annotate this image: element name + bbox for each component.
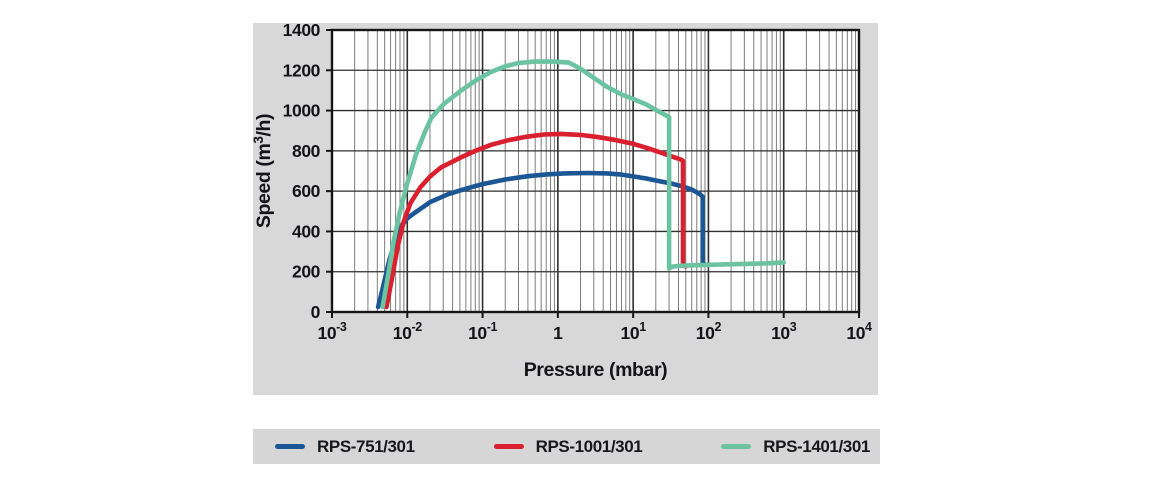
x-axis-title: Pressure (mbar): [524, 359, 668, 381]
x-tick-label: 102: [696, 320, 722, 343]
legend: RPS-751/301 RPS-1001/301 RPS-1401/301: [253, 429, 880, 464]
y-tick-label: 1200: [283, 60, 321, 80]
legend-label-rps-1401-301: RPS-1401/301: [763, 436, 870, 456]
y-tick-label: 1400: [283, 23, 321, 40]
legend-item-rps-1401-301: RPS-1401/301: [721, 437, 870, 457]
x-tick-label: 1: [553, 323, 563, 343]
legend-label-rps-751-301: RPS-751/301: [317, 436, 415, 456]
x-tick-label: 104: [846, 320, 872, 343]
x-tick-label: 103: [771, 320, 797, 343]
y-tick-label: 0: [311, 302, 321, 322]
y-axis-title: Speed (m3/h): [253, 114, 275, 228]
series-curves: [375, 59, 787, 310]
legend-swatch-blue-icon: [275, 444, 305, 449]
x-tick-label: 10-3: [318, 320, 347, 343]
y-tick-label: 800: [292, 141, 321, 161]
legend-label-rps-1001-301: RPS-1001/301: [535, 436, 643, 456]
plot-frame: [330, 28, 861, 314]
chart-panel: 0 200 400 600 800 1000 1200 1400 10-3 10-2 10-1 1 10…: [253, 23, 878, 395]
axis-ticks: [326, 29, 860, 318]
y-tick-label: 600: [292, 181, 321, 201]
legend-swatch-red-icon: [493, 444, 524, 449]
y-tick-label: 400: [292, 221, 321, 241]
legend-swatch-teal-icon: [721, 444, 752, 449]
x-tick-label: 10-2: [393, 320, 422, 343]
x-tick-label: 101: [621, 320, 647, 343]
legend-item-rps-751-301: RPS-751/301: [275, 437, 415, 457]
x-tick-labels: 10-3 10-2 10-1 1 101 102 103 104: [318, 320, 873, 343]
y-tick-label: 1000: [283, 101, 321, 121]
curve-rps-1401-301: [380, 59, 787, 310]
y-tick-label: 200: [292, 262, 321, 282]
legend-item-rps-1001-301: RPS-1001/301: [493, 436, 643, 457]
x-tick-label: 10-1: [468, 320, 497, 343]
y-tick-labels: 0 200 400 600 800 1000 1200 1400: [283, 23, 321, 322]
